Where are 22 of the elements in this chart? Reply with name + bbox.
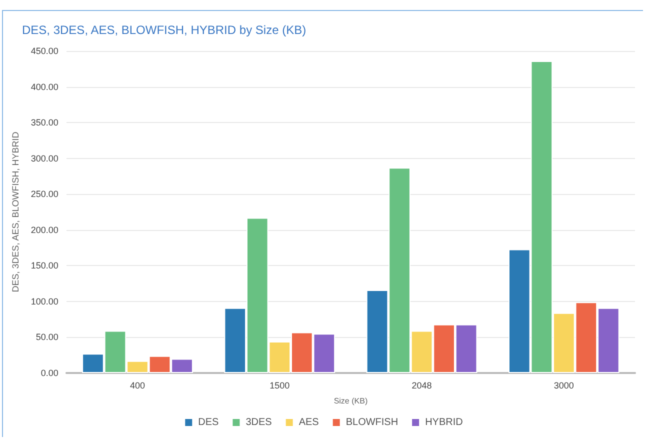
y-tick-label: 250.00 <box>30 189 58 200</box>
legend-label: 3DES <box>246 417 272 428</box>
legend-label: HYBRID <box>425 417 463 428</box>
legend-label: DES <box>198 417 220 428</box>
legend-label: AES <box>298 417 320 428</box>
y-tick-label: 350.00 <box>30 118 58 128</box>
x-tick-label: 3000 <box>554 380 574 390</box>
y-tick-label: 0.00 <box>40 368 58 378</box>
x-tick-label: 400 <box>130 380 146 390</box>
chart-title: DES, 3DES, AES, BLOWFISH, HYBRID by Size (KB) <box>22 23 306 37</box>
y-tick-label: 300.00 <box>30 153 58 164</box>
y-tick-label: 150.00 <box>30 260 58 271</box>
legend-label: BLOWFISH <box>346 417 398 428</box>
y-tick-label: 450.00 <box>30 46 58 56</box>
y-tick-label: 50.00 <box>36 332 58 342</box>
x-axis-title: Size (KB) <box>334 396 368 406</box>
x-tick-label: 2048 <box>412 380 432 390</box>
y-tick-label: 100.00 <box>30 296 58 306</box>
y-tick-label: 400.00 <box>30 82 58 92</box>
x-tick-label: 1500 <box>270 380 290 390</box>
y-axis-title: DES, 3DES, AES, BLOWFISH, HYBRID <box>10 131 20 292</box>
y-tick-label: 200.00 <box>30 224 58 235</box>
